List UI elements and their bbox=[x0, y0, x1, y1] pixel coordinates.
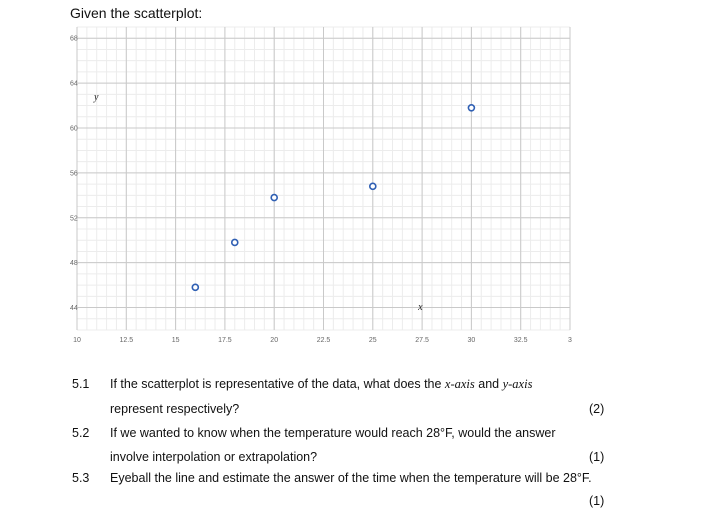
x-tick-labels: 10 12.5 15 17.5 20 22.5 25 27.5 30 32.5 3 bbox=[73, 337, 572, 344]
data-point bbox=[270, 193, 279, 202]
x-tick-label: 12.5 bbox=[119, 337, 133, 344]
y-tick-label: 60 bbox=[70, 126, 78, 133]
y-axis-label: y bbox=[93, 92, 99, 103]
y-tick-label: 48 bbox=[70, 260, 78, 267]
y-axis-term: y-axis bbox=[502, 377, 533, 391]
x-tick-label: 20 bbox=[270, 337, 278, 344]
x-tick-label: 3 bbox=[568, 337, 572, 344]
question-text-segment: and bbox=[474, 377, 503, 391]
y-tick-label: 56 bbox=[70, 170, 78, 177]
question-number: 5.1 bbox=[72, 377, 90, 391]
data-points bbox=[191, 104, 476, 292]
y-tick-label: 52 bbox=[70, 215, 78, 222]
page-heading: Given the scatterplot: bbox=[70, 5, 203, 21]
x-tick-label: 10 bbox=[73, 337, 81, 344]
question-number: 5.2 bbox=[72, 426, 90, 440]
x-axis-label: x bbox=[417, 302, 423, 313]
x-tick-label: 17.5 bbox=[218, 337, 232, 344]
y-tick-labels: 68 64 60 56 52 48 44 bbox=[70, 36, 78, 312]
data-point bbox=[230, 238, 239, 247]
data-point bbox=[191, 283, 200, 292]
x-tick-label: 25 bbox=[369, 337, 377, 344]
x-axis-term: x-axis bbox=[444, 377, 475, 391]
x-tick-label: 30 bbox=[468, 337, 476, 344]
scatterplot: 10 12.5 15 17.5 20 22.5 25 27.5 30 32.5 3 68 64 60 56… bbox=[70, 26, 572, 344]
x-tick-label: 15 bbox=[172, 337, 180, 344]
data-point bbox=[368, 182, 377, 191]
data-point bbox=[467, 104, 476, 112]
x-tick-label: 32.5 bbox=[514, 337, 528, 344]
question-text-line1: If we wanted to know when the temperatur… bbox=[110, 426, 556, 440]
question-text-line2: represent respectively? bbox=[110, 402, 240, 416]
question-marks: (2) bbox=[589, 402, 605, 416]
question-marks: (1) bbox=[589, 494, 605, 508]
question-text-line1: If the scatterplot is representative of … bbox=[110, 377, 532, 392]
y-tick-label: 44 bbox=[70, 305, 78, 312]
question-marks: (1) bbox=[589, 450, 605, 464]
x-tick-label: 27.5 bbox=[415, 337, 429, 344]
y-tick-label: 64 bbox=[70, 81, 78, 88]
x-tick-label: 22.5 bbox=[317, 337, 331, 344]
question-text-segment: If the scatterplot is representative of … bbox=[110, 377, 445, 391]
y-tick-label: 68 bbox=[70, 36, 78, 43]
question-text-line2: involve interpolation or extrapolation? bbox=[110, 450, 318, 464]
question-number: 5.3 bbox=[72, 471, 90, 485]
question-text-line1: Eyeball the line and estimate the answer… bbox=[110, 471, 592, 485]
major-gridlines bbox=[76, 27, 571, 330]
